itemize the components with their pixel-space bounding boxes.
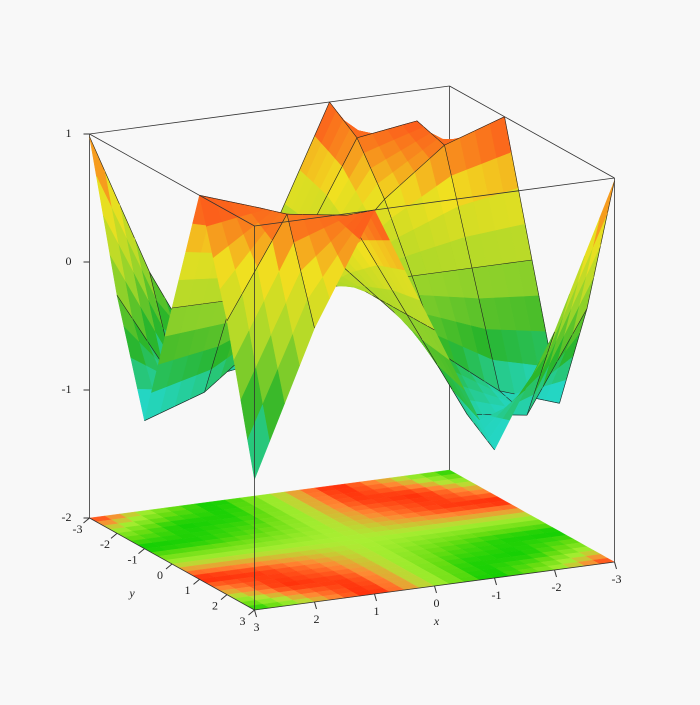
z-tick-label: -2 [62,510,72,524]
z-tick-label: 0 [66,254,72,268]
z-tick-label: 1 [66,126,72,140]
y-tick-label: 2 [212,598,218,612]
y-tick-label: -1 [128,552,138,566]
y-tick [139,549,145,554]
x-tick [435,586,437,593]
x-tick-label: 1 [374,604,380,618]
x-tick [315,602,317,609]
x-tick-label: 2 [314,612,320,626]
y-tick [194,579,200,584]
x-tick [255,610,257,617]
y-tick-label: -3 [73,522,83,536]
x-tick-label: 3 [254,620,260,634]
y-tick-label: 0 [157,568,163,582]
x-tick-label: 0 [434,596,440,610]
y-tick-label: 3 [240,614,246,628]
y-tick-label: 1 [185,583,191,597]
x-tick [555,570,557,577]
x-axis-label: x [433,614,440,628]
z-tick-label: -1 [62,382,72,396]
surface-cell [593,181,615,248]
x-tick-label: -2 [552,580,562,594]
y-tick [111,533,117,538]
x-tick-label: -3 [612,572,622,586]
y-tick-label: -2 [100,537,110,551]
x-tick [615,562,617,569]
x-tick-label: -1 [492,588,502,602]
y-tick [249,610,255,615]
x-tick [375,594,377,601]
y-axis-label: y [128,586,135,600]
x-tick [495,578,497,585]
y-tick [84,518,90,523]
y-tick [166,564,172,569]
y-tick [221,595,227,600]
